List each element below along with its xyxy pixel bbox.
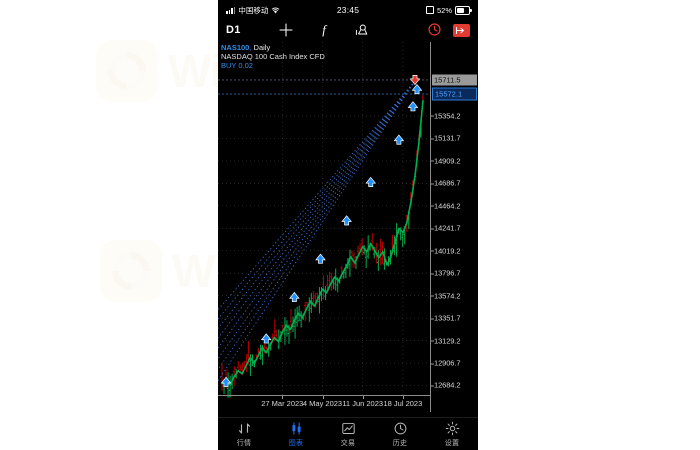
wikifx-logo-icon (100, 240, 162, 302)
cellular-signal-icon (226, 6, 236, 14)
time-axis-tick (362, 396, 364, 399)
nav-item-quotes-arrows[interactable]: 行情 (218, 421, 270, 448)
nav-item-candlestick-chart[interactable]: 图表 (270, 421, 322, 448)
price-axis-label: 13574.2 (430, 291, 461, 301)
time-axis-label: 4 May 2023 (302, 399, 343, 408)
time-axis-label: 27 Mar 2023 (261, 399, 304, 408)
price-axis-label: 14464.2 (430, 201, 461, 211)
price-tag-high: 15711.5 (432, 74, 477, 86)
price-axis-label: 14686.7 (430, 178, 461, 188)
history-clock-icon (393, 421, 408, 436)
battery-icon (455, 5, 472, 15)
toolbar-tools: f (278, 22, 370, 38)
crosshair-icon[interactable] (278, 22, 294, 38)
nav-item-label: 图表 (288, 439, 304, 447)
chart-header: NAS100, Daily NASDAQ 100 Cash Index CFD … (221, 43, 325, 71)
quotes-arrows-icon (237, 421, 252, 436)
price-axis-label: 12906.7 (430, 358, 461, 368)
price-axis-label: 15354.2 (430, 111, 461, 121)
nav-item-label: 设置 (444, 439, 460, 447)
symbol-label: NAS100 (221, 43, 250, 52)
price-axis-label: 13351.7 (430, 313, 461, 323)
nav-item-gear[interactable]: 设置 (426, 421, 478, 448)
toolbar-actions (427, 22, 470, 38)
price-axis-label: 12684.2 (430, 380, 461, 390)
symbol-line: NAS100, Daily (221, 43, 325, 53)
time-axis-label: 11 Jun 2023 (342, 399, 384, 408)
nav-item-trade-line[interactable]: 交易 (322, 421, 374, 448)
nav-item-label: 行情 (236, 439, 252, 447)
status-left: 中国移动 (226, 5, 280, 16)
battery-percent-label: 52% (436, 5, 452, 15)
nav-item-label: 交易 (340, 439, 356, 447)
carrier-label: 中国移动 (238, 5, 269, 15)
status-time: 23:45 (336, 5, 360, 15)
position-label: BUY 0.02 (221, 60, 253, 70)
price-axis-label: 13129.2 (430, 336, 461, 346)
chart-canvas (218, 42, 431, 398)
instrument-description: NASDAQ 100 Cash Index CFD (221, 51, 325, 61)
nav-item-label: 历史 (392, 439, 408, 447)
timeframe-name-label: Daily (253, 43, 271, 52)
status-bar: 中国移动 23:45 52% (218, 0, 478, 18)
time-axis-tick (402, 396, 404, 399)
phone-screenshot: 中国移动 23:45 52% D1 f (218, 0, 478, 450)
price-axis-label: 14909.2 (430, 156, 461, 166)
price-tag-bid: 15572.1 (432, 87, 477, 101)
price-axis-label: 14241.7 (430, 223, 461, 233)
svg-text:f: f (322, 23, 328, 37)
time-axis-tick (282, 396, 284, 399)
price-axis[interactable]: 15354.2 15131.7 14909.2 14686.7 14464.2 14241… (430, 42, 478, 412)
wifi-icon (271, 7, 280, 14)
wikifx-logo-icon (96, 40, 158, 102)
timeframe-button[interactable]: D1 (226, 24, 241, 36)
bottom-navigation: 行情 图表 交易 历史 设置 (218, 417, 478, 450)
candlestick-chart-icon (289, 421, 304, 436)
chart-toolbar: D1 f (218, 18, 478, 42)
price-axis-label: 14019.2 (430, 246, 461, 256)
time-axis-tick (322, 396, 324, 399)
price-axis-label: 13796.7 (430, 268, 461, 278)
status-right: 52% (425, 5, 472, 15)
trade-line-icon (341, 421, 356, 436)
gear-icon (445, 421, 460, 436)
objects-icon[interactable] (354, 22, 370, 38)
alarm-clock-icon (425, 6, 434, 14)
symbol-separator: , (249, 43, 252, 52)
chart-plot[interactable] (218, 42, 431, 412)
clock-icon[interactable] (427, 22, 443, 38)
new-order-icon[interactable] (452, 23, 470, 37)
time-axis-label: 18 Jul 2023 (383, 399, 423, 408)
time-axis[interactable]: 27 Mar 2023 4 May 2023 11 Jun 2023 18 Jul 2… (218, 395, 431, 412)
function-f-icon[interactable]: f (316, 22, 332, 38)
nav-item-history-clock[interactable]: 历史 (374, 421, 426, 448)
price-axis-label: 15131.7 (430, 133, 461, 143)
chart-area[interactable]: NAS100, Daily NASDAQ 100 Cash Index CFD … (218, 42, 478, 412)
